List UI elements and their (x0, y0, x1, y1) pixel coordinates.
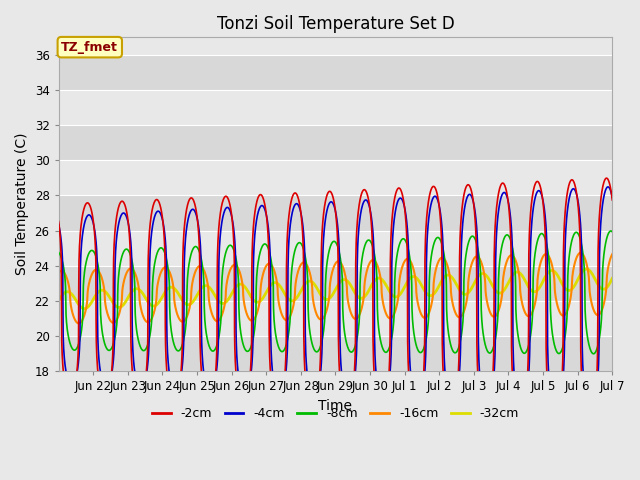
Bar (59, 301, 612, 336)
Y-axis label: Soil Temperature (C): Soil Temperature (C) (15, 133, 29, 276)
Legend: -2cm, -4cm, -8cm, -16cm, -32cm: -2cm, -4cm, -8cm, -16cm, -32cm (147, 402, 524, 425)
Bar (59, 266, 612, 301)
Title: Tonzi Soil Temperature Set D: Tonzi Soil Temperature Set D (216, 15, 454, 33)
X-axis label: Time: Time (319, 399, 353, 413)
Bar (59, 336, 612, 371)
Bar (59, 90, 612, 125)
Bar (59, 160, 612, 195)
Bar (59, 195, 612, 230)
Bar (59, 55, 612, 90)
Text: TZ_fmet: TZ_fmet (61, 41, 118, 54)
Bar (59, 230, 612, 266)
Bar (59, 125, 612, 160)
